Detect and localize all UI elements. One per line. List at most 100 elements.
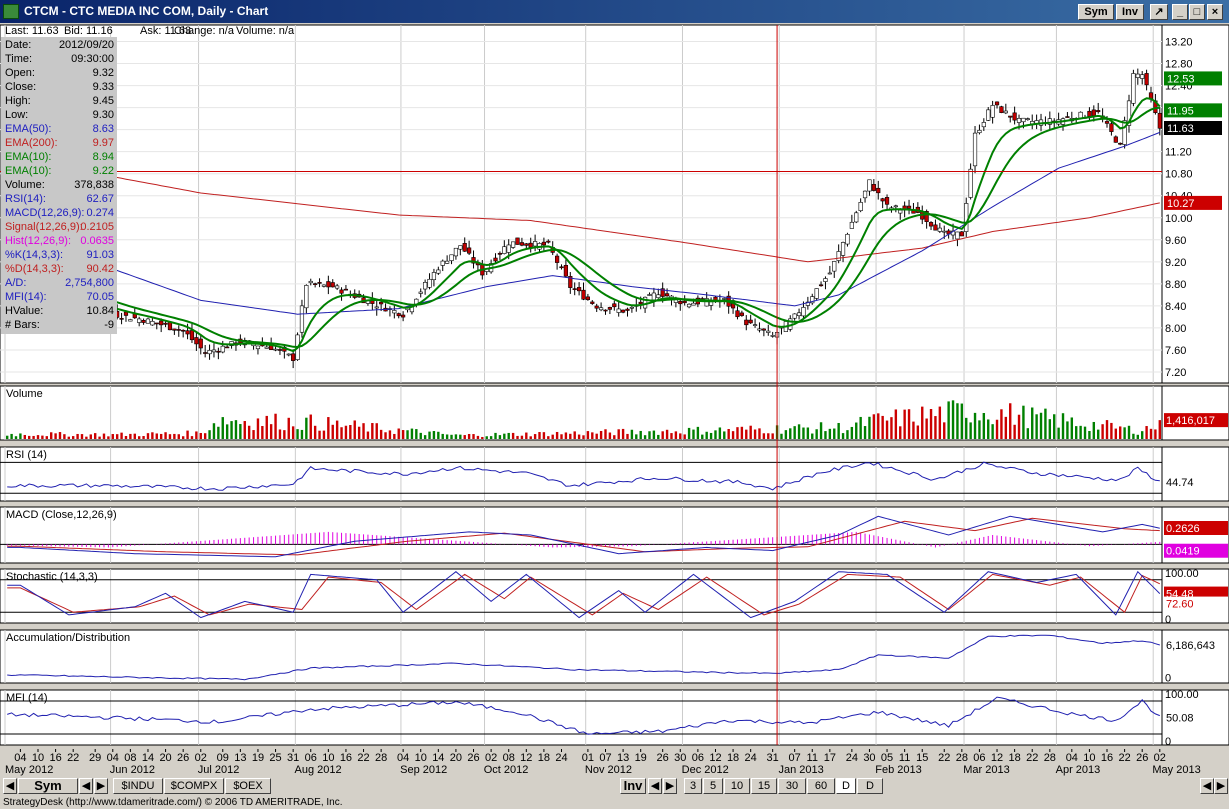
volume-bar	[107, 436, 110, 439]
nav-next-button[interactable]: ▶	[94, 778, 108, 794]
ad-pane[interactable]	[0, 629, 1163, 684]
candle-down	[1008, 115, 1013, 118]
candle-down	[994, 101, 1000, 106]
candle-up	[757, 328, 762, 331]
candle-down	[585, 296, 590, 300]
close-icon[interactable]: ×	[1207, 4, 1223, 20]
volume-bar	[965, 417, 968, 439]
volume-bar	[423, 435, 427, 439]
volume-bar	[1044, 408, 1047, 439]
mfi-pane[interactable]	[0, 689, 1163, 746]
volume-bar	[828, 428, 832, 439]
last-value-label-bg	[1164, 520, 1228, 535]
data-window-value: 9.97	[93, 137, 114, 149]
period-tab-5[interactable]: 5	[703, 778, 723, 794]
volume-bar	[212, 423, 216, 439]
volume-bar	[1119, 426, 1122, 439]
candle-down	[638, 301, 643, 305]
candle-down	[317, 282, 322, 284]
x-month-label: Aug 2012	[295, 764, 342, 776]
last-value-label-bg	[1164, 474, 1228, 489]
nav-prev-button[interactable]: ◀	[79, 778, 93, 794]
scroll-left-end-icon[interactable]: ◀	[1200, 778, 1214, 794]
data-window-label: MACD(12,26,9):	[5, 207, 84, 219]
chart-area[interactable]: 13.2012.8012.4012.0011.6011.2010.8010.40…	[0, 23, 1229, 776]
candle-up	[128, 319, 133, 322]
rsi-pane[interactable]	[0, 446, 1163, 502]
x-month-label: Dec 2012	[682, 764, 729, 776]
candle-up	[1025, 118, 1030, 120]
inv-tab[interactable]: Inv	[620, 778, 646, 794]
candle-down	[163, 322, 168, 325]
x-tick-label: 15	[916, 752, 928, 764]
last-value-label: 50.08	[1166, 712, 1194, 724]
volume-bar	[305, 417, 308, 439]
period-tab-30[interactable]: 30	[778, 778, 806, 794]
x-tick-label: 16	[340, 752, 352, 764]
candle-down	[291, 353, 296, 361]
volume-bar	[709, 432, 713, 439]
volume-bar	[344, 425, 348, 439]
y-tick-label: 8.80	[1165, 279, 1186, 291]
symbol-tab-oex[interactable]: $OEX	[225, 778, 271, 794]
pane-title: MFI (14)	[6, 692, 48, 704]
x-tick-label: 14	[432, 752, 444, 764]
macd-pane[interactable]	[0, 506, 1163, 564]
volume-bar	[943, 422, 946, 439]
volume-bar	[432, 431, 436, 439]
period-next-button[interactable]: ▶	[663, 778, 677, 794]
volume-bar	[599, 430, 603, 439]
scroll-right-icon[interactable]: ▶	[1214, 778, 1228, 794]
volume-bar	[217, 426, 220, 439]
candle-up	[972, 132, 978, 167]
x-tick-label: 12	[520, 752, 532, 764]
period-tab-15[interactable]: 15	[751, 778, 777, 794]
period-tab-60[interactable]: 60	[807, 778, 835, 794]
volume-bar	[428, 431, 431, 439]
minimize-icon[interactable]: _	[1172, 4, 1188, 20]
stochastic-pane[interactable]	[0, 568, 1163, 624]
sym-button[interactable]: Sym	[1078, 4, 1114, 20]
volume-bar	[1158, 420, 1162, 439]
last-value-label-bg	[1164, 120, 1222, 135]
volume-bar	[93, 433, 97, 439]
volume-bar	[335, 420, 339, 439]
period-tab-10[interactable]: 10	[724, 778, 750, 794]
volume-bar	[1088, 430, 1091, 439]
data-window-value: 0.0635	[80, 235, 114, 247]
candle-down	[1096, 110, 1101, 113]
sym-tab[interactable]: Sym	[18, 778, 78, 794]
symbol-tab-indu[interactable]: $INDU	[113, 778, 163, 794]
x-month-label: Apr 2013	[1056, 764, 1101, 776]
volume-bar	[846, 430, 849, 439]
volume-bar	[393, 433, 396, 439]
inv-button[interactable]: Inv	[1116, 4, 1144, 20]
candle-down	[497, 252, 503, 255]
period-prev-button[interactable]: ◀	[648, 778, 662, 794]
period-tab-daily[interactable]: D	[836, 778, 856, 794]
volume-bar	[767, 433, 770, 439]
symbol-tab-compx[interactable]: $COMPX	[164, 778, 224, 794]
candle-down	[1104, 121, 1110, 124]
period-tab-3[interactable]: 3	[684, 778, 702, 794]
candle-up	[981, 122, 986, 128]
volume-bar	[1061, 413, 1065, 439]
candle-up	[893, 205, 898, 208]
candle-up	[796, 312, 802, 317]
stochastic-d-line	[7, 573, 1161, 616]
volume-bar	[133, 433, 136, 439]
maximize-icon[interactable]: □	[1189, 4, 1205, 20]
period-tab-d-dropdown[interactable]: D	[857, 778, 883, 794]
volume-bar	[164, 432, 167, 439]
candle-down	[559, 266, 564, 269]
data-window	[1, 37, 117, 334]
scroll-left-icon[interactable]: ◀	[3, 778, 17, 794]
candle-down	[467, 247, 472, 254]
volume-bar	[1004, 416, 1008, 439]
x-tick-label: 07	[789, 752, 801, 764]
ema200-line	[7, 156, 1160, 263]
popout-icon[interactable]: ↗	[1150, 4, 1168, 20]
volume-bar	[1105, 420, 1109, 439]
candle-up	[299, 305, 305, 333]
y-tick-label: 10.80	[1165, 169, 1193, 181]
